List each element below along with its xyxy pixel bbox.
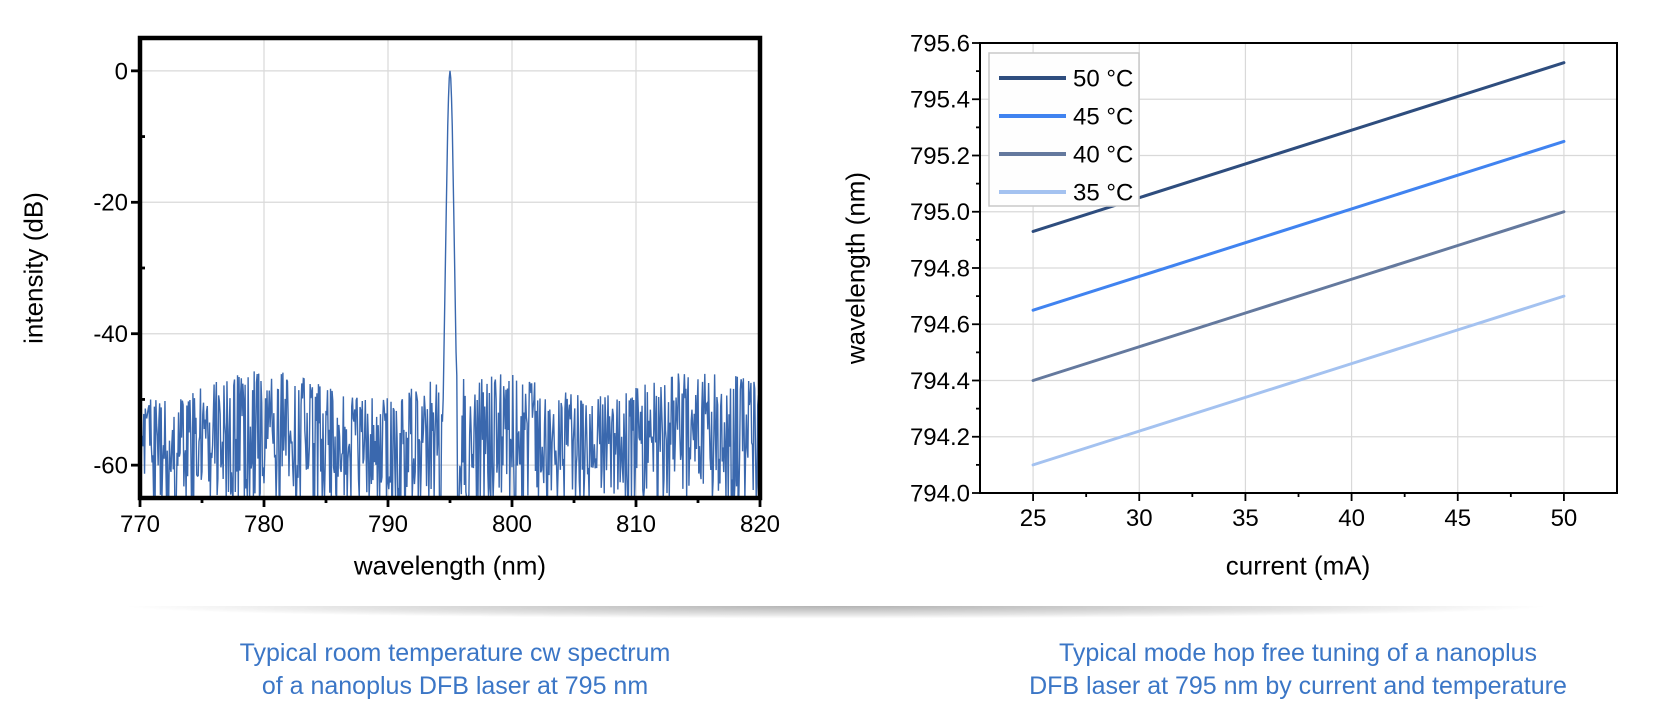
x-tick-label: 30 [1126, 505, 1153, 532]
x-tick-label: 790 [368, 511, 408, 538]
page-shadow-divider [6, 606, 1666, 622]
y-tick-label: -20 [93, 190, 128, 217]
y-tick-label: 794.0 [910, 480, 970, 507]
series-line-35 °C [1031, 294, 1566, 467]
y-tick-label: -60 [93, 453, 128, 480]
x-tick-label: 25 [1020, 505, 1047, 532]
y-tick-label: 0 [115, 58, 128, 85]
left-x-axis-title: wavelength (nm) [353, 550, 547, 581]
x-tick-label: 770 [120, 511, 160, 538]
spectrum-chart: 770 780 790 800 810 820 0 -20 -40 -60 [93, 35, 780, 538]
x-tick-label: 800 [492, 511, 532, 538]
x-tick-label: 810 [616, 511, 656, 538]
y-tick-label: 795.0 [910, 199, 970, 226]
y-tick-label: 795.6 [910, 30, 970, 57]
legend-label: 35 °C [1073, 179, 1133, 206]
x-tick-label: 820 [740, 511, 780, 538]
x-tick-label: 780 [244, 511, 284, 538]
right-figure-caption: Typical mode hop free tuning of a nanopl… [968, 637, 1628, 703]
ticks [972, 42, 1565, 501]
right-y-axis-title: wavelength (nm) [840, 171, 871, 365]
y-tick-label: 795.2 [910, 143, 970, 170]
y-tick-label: 794.8 [910, 255, 970, 282]
y-tick-label: 794.2 [910, 424, 970, 451]
y-tick-label: -40 [93, 321, 128, 348]
y-tick-label: 794.6 [910, 312, 970, 339]
y-tick-label: 794.4 [910, 368, 970, 395]
legend-label: 45 °C [1073, 103, 1133, 130]
x-tick-label: 50 [1551, 505, 1578, 532]
legend: 50 °C 45 °C 40 °C 35 °C [988, 52, 1140, 207]
x-tick-label: 40 [1338, 505, 1365, 532]
right-caption-line2: DFB laser at 795 nm by current and tempe… [1029, 672, 1567, 700]
right-x-axis-title: current (mA) [1225, 550, 1371, 581]
x-tick-label: 45 [1444, 505, 1471, 532]
right-caption-line1: Typical mode hop free tuning of a nanopl… [1058, 639, 1538, 667]
left-y-axis-title: intensity (dB) [18, 192, 49, 344]
series-line-dfb-spectrum [140, 70, 760, 498]
tick-labels: 25 30 35 40 45 50 795.6 795.4 795.2 795.0 794.8 794… [910, 30, 1577, 532]
legend-label: 50 °C [1073, 65, 1133, 92]
series-line-45 °C [1031, 139, 1566, 312]
left-caption-line1: Typical room temperature cw spectrum [239, 639, 671, 667]
y-tick-label: 795.4 [910, 87, 970, 114]
x-tick-label: 35 [1232, 505, 1259, 532]
tuning-chart: 25 30 35 40 45 50 795.6 795.4 795.2 795.0 794.8 794… [910, 30, 1618, 532]
left-caption-line2: of a nanoplus DFB laser at 795 nm [261, 672, 649, 700]
tick-labels: 770 780 790 800 810 820 0 -20 -40 -60 [93, 58, 780, 538]
legend-label: 40 °C [1073, 141, 1133, 168]
series-line-40 °C [1031, 210, 1566, 382]
series [140, 70, 760, 498]
left-figure-caption: Typical room temperature cw spectrum of … [125, 637, 785, 703]
ticks [131, 69, 762, 507]
